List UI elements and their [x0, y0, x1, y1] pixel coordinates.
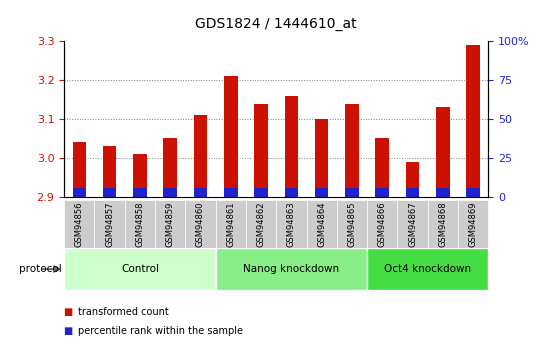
Bar [367, 248, 488, 290]
Bar [103, 146, 117, 197]
Bar [315, 188, 329, 197]
Text: GSM94859: GSM94859 [166, 201, 175, 247]
Text: protocol: protocol [18, 264, 61, 274]
Text: GSM94858: GSM94858 [136, 201, 145, 247]
Text: GSM94865: GSM94865 [348, 201, 357, 247]
Text: GSM94863: GSM94863 [287, 201, 296, 247]
Bar [125, 200, 155, 248]
Bar [73, 142, 86, 197]
Text: GSM94861: GSM94861 [227, 201, 235, 247]
Bar [406, 188, 419, 197]
Bar [285, 188, 298, 197]
Bar [246, 200, 276, 248]
Bar [367, 200, 397, 248]
Text: Control: Control [121, 264, 159, 274]
Text: ■: ■ [64, 307, 76, 317]
Bar [285, 96, 298, 197]
Text: GSM94862: GSM94862 [257, 201, 266, 247]
Text: GDS1824 / 1444610_at: GDS1824 / 1444610_at [195, 17, 357, 31]
Bar [94, 200, 125, 248]
Bar [103, 188, 117, 197]
Bar [163, 138, 177, 197]
Bar [306, 200, 337, 248]
Bar [337, 200, 367, 248]
Bar [133, 154, 147, 197]
Bar [397, 200, 427, 248]
Bar [466, 45, 480, 197]
Bar [73, 188, 86, 197]
Bar [376, 188, 389, 197]
Text: GSM94864: GSM94864 [317, 201, 326, 247]
Bar [427, 200, 458, 248]
Text: GSM94856: GSM94856 [75, 201, 84, 247]
Bar [276, 200, 306, 248]
Bar [215, 248, 367, 290]
Bar [254, 104, 268, 197]
Bar [436, 188, 450, 197]
Text: ■: ■ [64, 326, 76, 336]
Text: transformed count: transformed count [78, 307, 169, 317]
Bar [64, 248, 215, 290]
Bar [133, 188, 147, 197]
Bar [224, 188, 238, 197]
Bar [345, 104, 359, 197]
Bar [436, 107, 450, 197]
Bar [315, 119, 329, 197]
Bar [194, 115, 207, 197]
Bar [224, 76, 238, 197]
Bar [194, 188, 207, 197]
Text: GSM94867: GSM94867 [408, 201, 417, 247]
Text: Oct4 knockdown: Oct4 knockdown [384, 264, 471, 274]
Bar [185, 200, 215, 248]
Bar [64, 200, 94, 248]
Bar [163, 188, 177, 197]
Bar [215, 200, 246, 248]
Bar [345, 188, 359, 197]
Text: GSM94869: GSM94869 [469, 201, 478, 247]
Bar [466, 188, 480, 197]
Bar [254, 188, 268, 197]
Text: GSM94868: GSM94868 [439, 201, 448, 247]
Bar [155, 200, 185, 248]
Bar [376, 138, 389, 197]
Text: GSM94866: GSM94866 [378, 201, 387, 247]
Text: GSM94860: GSM94860 [196, 201, 205, 247]
Text: percentile rank within the sample: percentile rank within the sample [78, 326, 243, 336]
Text: Nanog knockdown: Nanog knockdown [243, 264, 339, 274]
Text: GSM94857: GSM94857 [105, 201, 114, 247]
Bar [458, 200, 488, 248]
Bar [406, 162, 419, 197]
